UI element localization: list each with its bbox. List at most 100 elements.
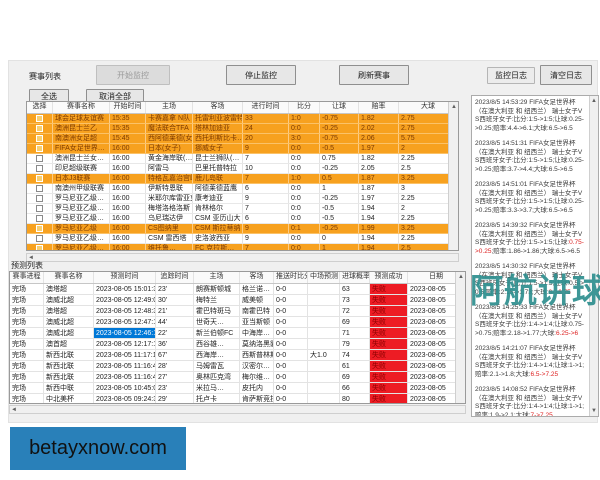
prediction-row[interactable]: 完场 新西中联 2023-08-05 10:45:00 23' 米拉马… 皮托内 0-0 66… (10, 383, 465, 394)
prediction-row[interactable]: 完场 新西北联 2023-08-05 11:16:42 27' 奥林匹克湾 梅尔维… 0-0… (10, 372, 465, 383)
match-col-header[interactable]: 比分 (289, 102, 320, 113)
row-checkbox[interactable] (36, 235, 43, 242)
match-row[interactable]: FIFA女足世界… 16:00 日本(女子) 挪威女子 9 0:0 -0.5 1.97 2 (27, 144, 458, 154)
prediction-col-header[interactable]: 预测时间 (94, 272, 156, 283)
match-row[interactable]: 南澳州甲级联赛 16:00 伊斯特恩联 阿德莱德蓝鹰 6 0:0 1 1.87 3 (27, 184, 458, 194)
prediction-status: 完场 (10, 295, 44, 305)
scroll-up-icon[interactable]: ▲ (451, 104, 457, 110)
prediction-row[interactable]: 完场 中北美杯 2023-08-05 09:24:39 29' 托卢卡 肯萨斯竞技 0-0 8… (10, 394, 465, 403)
prediction-home: 梅特兰 (194, 295, 240, 305)
row-checkbox[interactable] (36, 205, 43, 212)
match-table-hscrollbar[interactable]: ◄ (26, 253, 459, 262)
prediction-row[interactable]: 完场 新西北联 2023-08-05 11:16:42 28' 马姆雷瓦 汉密尔… 0-0 6… (10, 361, 465, 372)
match-col-header[interactable]: 让球 (320, 102, 359, 113)
match-row[interactable]: 罗马尼亚乙级… 16:00 米耶尔库雷亚克 康考迪亚 9 0:0 -0.25 1.97 2.25 (27, 194, 458, 204)
start-monitor-button[interactable]: 开始监控 (96, 65, 170, 85)
match-handicap: -0.5 (320, 204, 359, 213)
prediction-row[interactable]: 完场 澳塔超 2023-08-05 15:01:38 23' 朗赛斯顿城 格兰诺… 0-0 6… (10, 284, 465, 295)
prediction-league: 新西中联 (44, 383, 94, 393)
prediction-prob: 79 (340, 339, 370, 349)
prediction-col-header[interactable]: 追踪时间 (156, 272, 194, 283)
prediction-col-header[interactable]: 进球概率 (340, 272, 370, 283)
prediction-row[interactable]: 完场 澳塔超 2023-08-05 12:48:39 21' 霍巴特斑马 南霍巴特 0-0 7… (10, 306, 465, 317)
row-checkbox[interactable] (36, 145, 43, 152)
row-checkbox[interactable] (36, 115, 43, 122)
match-col-header[interactable]: 客场 (193, 102, 243, 113)
prediction-half (308, 306, 340, 316)
prediction-col-header[interactable]: 中场预测 (308, 272, 340, 283)
row-checkbox[interactable] (36, 165, 43, 172)
prediction-away: 皮托内 (240, 383, 274, 393)
prediction-ptime: 2023-08-05 12:48:39 (96, 306, 156, 316)
prediction-row[interactable]: 完场 澳威北超 2023-08-05 12:46:17 22' 新兰伯顿FC 中海岸… 0-… (10, 328, 465, 339)
match-row[interactable]: 罗马尼亚乙级… 16:00 CSM 雷西塔 史洛波西亚 9 0:0 0 1.94 2.25 (27, 234, 458, 244)
row-checkbox[interactable] (36, 195, 43, 202)
prediction-score: 0-0 (274, 317, 308, 327)
prediction-col-header[interactable]: 赛事进程 (10, 272, 44, 283)
prediction-row[interactable]: 完场 新西北联 2023-08-05 11:17:11 67' 西海岸… 西斯普林斯 0-0… (10, 350, 465, 361)
prediction-ptime: 2023-08-05 11:16:42 (96, 361, 156, 371)
row-checkbox[interactable] (36, 135, 43, 142)
refresh-matches-button[interactable]: 刷新赛事 (339, 65, 409, 85)
match-col-header[interactable]: 开始时间 (110, 102, 146, 113)
match-col-header[interactable]: 选择 (27, 102, 53, 113)
match-col-header[interactable]: 赔率 (359, 102, 399, 113)
match-away: 挪威女子 (193, 144, 243, 153)
prediction-table-hscrollbar[interactable]: ◄ (9, 405, 466, 414)
prediction-row[interactable]: 完场 澳威北超 2023-08-05 12:47:15 44' 世奇天… 亚当斯顿 0-0 6… (10, 317, 465, 328)
log-vscrollbar[interactable]: ▲ ▼ (589, 96, 598, 416)
prediction-row[interactable]: 完场 澳威北超 2023-08-05 12:49:07 30' 梅特兰 威美顿 0-0 73 失… (10, 295, 465, 306)
scroll-down-icon[interactable]: ▼ (591, 408, 597, 414)
match-col-header[interactable]: 进行时间 (243, 102, 289, 113)
log-text: 2023/8/5 14:21:07 FIFA女足世界杯（在澳大利亚 和 纽西兰）… (475, 345, 585, 378)
stop-monitor-button[interactable]: 停止监控 (226, 65, 296, 85)
match-row[interactable]: 球会足球友谊赛 15:35 卡赛嘉拿 N队 托雷利亚波雷特 33 1:0 -0.75 1.82… (27, 114, 458, 124)
row-checkbox[interactable] (36, 225, 43, 232)
monitor-log-button[interactable]: 监控日志 (487, 67, 535, 84)
match-row[interactable]: 罗马尼亚乙级… 16:00 维托鲁… FC 克拉斯… 7 0:0 1 1.94 2.5 (27, 244, 458, 250)
match-table-vscrollbar[interactable]: ▲ (448, 102, 458, 250)
match-minute: 6 (243, 184, 289, 193)
row-checkbox[interactable] (36, 215, 43, 222)
match-row[interactable]: 印尼超级联赛 16:00 阿雷马 巴里托普特拉 10 0:0 -0.25 2.05 2.5 (27, 164, 458, 174)
prediction-col-header[interactable]: 预测成功 (370, 272, 408, 283)
prediction-col-header[interactable]: 主场 (194, 272, 240, 283)
row-checkbox[interactable] (36, 175, 43, 182)
clear-log-button[interactable]: 清空日志 (540, 65, 592, 85)
prediction-col-header[interactable]: 客场 (240, 272, 274, 283)
prediction-score: 0-0 (274, 284, 308, 294)
match-row[interactable]: 罗马尼亚乙级… 16:00 乌尼瑞达伊 CSM 亚历山大 6 0:0 -0.5 1.94 2.2… (27, 214, 458, 224)
match-col-header[interactable]: 赛事名称 (53, 102, 110, 113)
match-row[interactable]: 罗马尼亚乙级… 16:00 梅塔洛格洛斯 肯林格尔 7 0:0 -0.5 1.94 2 (27, 204, 458, 214)
match-row[interactable]: 南澳洲女足超 15:45 西阿德莱德(女 西托利斯比卡… 20 3:0 -0.75 2.06 5… (27, 134, 458, 144)
prediction-ttime: 23' (156, 284, 194, 294)
log-panel[interactable]: 2023/8/5 14:53:29 FIFA女足世界杯（在澳大利亚 和 纽西兰）… (471, 95, 599, 417)
match-row[interactable]: 日本J3联赛 16:00 特格瓦嘉治宫崎 鹿儿岛联 7 1:0 0.5 1.87 3.25 (27, 174, 458, 184)
match-home: CS图纳里 (146, 224, 193, 233)
scroll-up-icon[interactable]: ▲ (458, 274, 464, 280)
prediction-table-vscrollbar[interactable]: ▲ (455, 272, 465, 403)
row-checkbox[interactable] (36, 125, 43, 132)
prediction-row[interactable]: 完场 澳首超 2023-08-05 12:17:16 36' 西谷雄… 莫纳洛黑豹 0-0 7… (10, 339, 465, 350)
scroll-left-icon[interactable]: ◄ (28, 255, 34, 261)
row-checkbox[interactable] (36, 155, 43, 162)
prediction-away: 亚当斯顿 (240, 317, 274, 327)
scroll-up-icon[interactable]: ▲ (591, 98, 597, 104)
log-entry: 2023/8/5 14:39:32 FIFA女足世界杯（在澳大利亚 和 纽西兰）… (475, 222, 586, 256)
match-minute: 9 (243, 234, 289, 243)
prediction-ttime: 36' (156, 339, 194, 349)
prediction-col-header[interactable]: 赛事名称 (44, 272, 94, 283)
scroll-left-icon[interactable]: ◄ (11, 407, 17, 413)
match-col-header[interactable]: 主场 (146, 102, 193, 113)
prediction-half (308, 328, 340, 338)
prediction-col-header[interactable]: 推送时比分 (274, 272, 308, 283)
match-row[interactable]: 澳洲昆士兰乙 15:35 魔法联合TFA 塔林加迪亚 24 0:0 -0.25 2.02 2.7… (27, 124, 458, 134)
row-checkbox[interactable] (36, 185, 43, 192)
prediction-score: 0-0 (274, 361, 308, 371)
match-row[interactable]: 澳洲昆士兰女… 16:00 黄金海岸联(… 昆士兰狮队(… 7 0:0 0.75 1.82 2.… (27, 154, 458, 164)
row-checkbox[interactable] (36, 245, 43, 250)
match-row[interactable]: 罗马尼亚乙级 16:00 CS图纳里 CSM 斯拉蒂纳 9 0:1 -0.25 1.99 3.2… (27, 224, 458, 234)
select-cell (27, 174, 53, 183)
prediction-result: 失败 (370, 306, 408, 316)
match-odds: 2.05 (359, 164, 399, 173)
